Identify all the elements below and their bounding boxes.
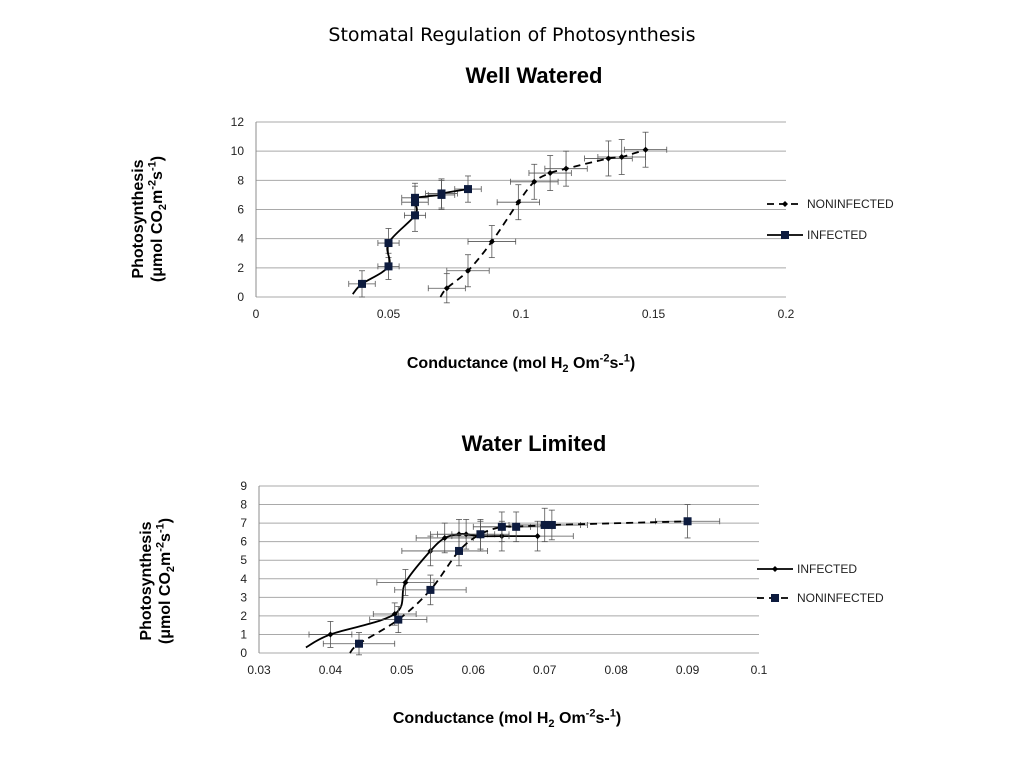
data-point-noninfected [476, 530, 485, 539]
legend-marker-noninfected [782, 201, 788, 207]
data-point-infected [411, 193, 419, 202]
y-tick-label: 5 [240, 553, 247, 567]
y-tick-label: 10 [231, 144, 245, 158]
data-point-noninfected [512, 522, 521, 531]
legend-label-noninfected: NONINFECTED [797, 591, 884, 605]
y-tick-label: 8 [240, 498, 247, 512]
y-tick-label: 12 [231, 115, 245, 129]
data-point-noninfected [605, 155, 612, 162]
y-tick-label: 9 [240, 479, 247, 493]
x-tick-label: 0.1 [513, 307, 530, 321]
data-point-infected [358, 279, 366, 288]
y-tick-label: 6 [237, 203, 244, 217]
data-point-infected [437, 189, 446, 198]
data-point-noninfected [465, 267, 471, 274]
data-point-noninfected [355, 639, 363, 648]
data-point-noninfected [488, 238, 495, 245]
data-point-infected [441, 534, 448, 541]
legend-marker-infected [781, 231, 789, 239]
data-point-noninfected [618, 154, 625, 160]
data-point-infected [402, 579, 409, 586]
y-tick-label: 0 [240, 646, 247, 660]
legend-label-noninfected: NONINFECTED [807, 197, 894, 211]
y-tick-label: 2 [237, 261, 244, 275]
series-line-noninfected-well-watered [439, 148, 646, 298]
x-tick-label: 0.09 [676, 663, 700, 677]
y-tick-label: 8 [237, 173, 244, 187]
x-tick-label: 0.15 [642, 307, 666, 321]
slide-title: Stomatal Regulation of Photosynthesis [328, 24, 696, 46]
series-line-infected-well-watered [352, 188, 469, 295]
series-line-noninfected-water-limited [349, 520, 688, 654]
data-point-infected [384, 262, 393, 271]
x-tick-label: 0.07 [533, 663, 557, 677]
data-point-noninfected [497, 522, 506, 531]
legend-label-infected: INFECTED [807, 228, 867, 242]
x-axis-label-well-watered: Conductance (mol H2 Om-2s-1) [406, 352, 636, 376]
y-tick-label: 1 [240, 627, 247, 641]
legend-marker-noninfected [771, 594, 779, 602]
data-point-noninfected [531, 178, 538, 185]
x-axis-label-water-limited: Conductance (mol H2 Om-2s-1) [392, 707, 622, 731]
data-point-noninfected [426, 585, 435, 594]
data-point-infected [464, 185, 472, 194]
chart-title-water-limited: Water Limited [461, 431, 607, 456]
x-tick-label: 0.05 [377, 307, 401, 321]
data-point-noninfected [547, 520, 556, 529]
data-point-infected [534, 533, 541, 540]
x-tick-label: 0.1 [751, 663, 768, 677]
legend-marker-infected [772, 566, 778, 572]
x-tick-label: 0.2 [778, 307, 795, 321]
y-tick-label: 0 [237, 290, 244, 304]
data-point-noninfected [683, 517, 692, 526]
data-point-noninfected [563, 165, 570, 172]
x-tick-label: 0.08 [604, 663, 628, 677]
data-point-noninfected [455, 546, 463, 555]
y-tick-label: 2 [240, 609, 247, 623]
chart-title-well-watered: Well Watered [465, 63, 603, 88]
data-point-infected [411, 198, 419, 207]
y-tick-label: 4 [240, 572, 247, 586]
data-point-noninfected [547, 170, 554, 177]
x-tick-label: 0.03 [247, 663, 271, 677]
y-tick-label: 3 [240, 590, 247, 604]
data-point-infected [411, 211, 419, 220]
data-point-noninfected [515, 199, 522, 206]
data-point-infected [384, 239, 393, 248]
x-tick-label: 0.06 [462, 663, 486, 677]
data-point-infected [327, 631, 334, 638]
x-tick-label: 0 [253, 307, 260, 321]
data-point-noninfected [540, 520, 549, 529]
y-tick-label: 7 [240, 516, 247, 530]
data-point-noninfected [642, 146, 649, 153]
data-point-noninfected [443, 285, 450, 292]
legend-label-infected: INFECTED [797, 562, 857, 576]
data-point-infected [391, 611, 398, 618]
data-point-noninfected [394, 615, 403, 624]
y-tick-label: 6 [240, 535, 247, 549]
x-tick-label: 0.05 [390, 663, 414, 677]
y-tick-label: 4 [237, 232, 244, 246]
x-tick-label: 0.04 [319, 663, 343, 677]
